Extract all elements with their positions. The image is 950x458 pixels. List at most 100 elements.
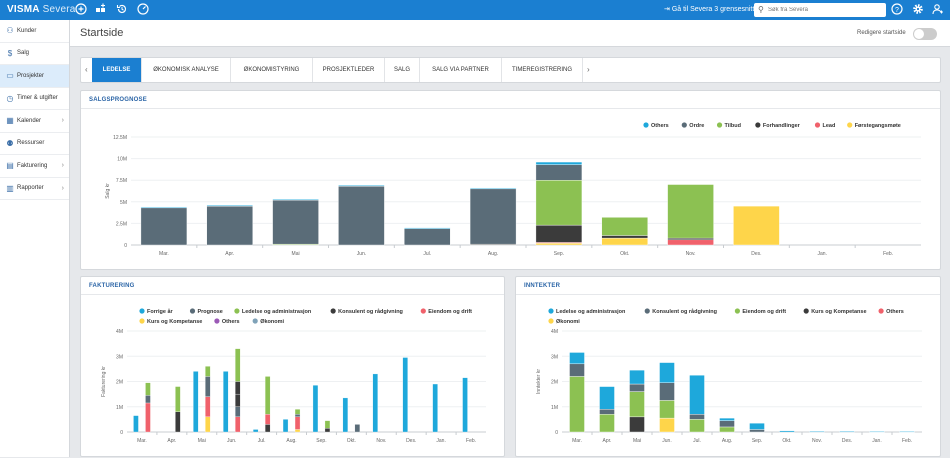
- bar-segment: [659, 382, 675, 401]
- inntekter-chart: 0 1M 2M 3M 4M Mar. Apr. Mai Jun. Jul. Aug. Sep. Okt.…: [536, 308, 922, 444]
- legend-item: Førstegangsmøte: [855, 123, 901, 129]
- plus-icon[interactable]: [75, 3, 89, 17]
- bar-segment: [402, 357, 408, 433]
- bar-segment: [749, 422, 765, 430]
- y-tick-label: 3M: [116, 354, 123, 360]
- x-tick-label: Jan.: [872, 438, 881, 444]
- bar-segment: [749, 429, 765, 433]
- sidebar-item-label: Kunder: [17, 27, 37, 34]
- tab-salg[interactable]: SALG: [385, 58, 420, 82]
- sidebar-item-rapporter[interactable]: ▥ Rapporter ›: [0, 178, 69, 200]
- bar-segment: [469, 188, 517, 245]
- edit-startpage-toggle[interactable]: [913, 28, 937, 40]
- history-icon[interactable]: [116, 3, 130, 17]
- bar-segment: [689, 414, 705, 420]
- tabs-scroll-left-icon[interactable]: ‹: [85, 65, 88, 74]
- bar-segment: [689, 374, 705, 415]
- bar-segment: [569, 363, 585, 377]
- legend-marker: [214, 318, 220, 324]
- y-tick-label: 3M: [551, 354, 558, 360]
- legend-marker: [644, 308, 650, 314]
- y-tick-label: 2M: [116, 380, 123, 386]
- sidebar-item-label: Rapporter: [17, 185, 44, 192]
- inntekter-panel: INNTEKTER 0 1M 2M 3M 4M Mar. Apr. Mai Jun. Jul. Au…: [515, 276, 941, 457]
- bar-segment: [659, 362, 675, 383]
- x-tick-label: Apr.: [603, 438, 612, 444]
- bar-segment: [205, 376, 211, 397]
- x-tick-label: Jul.: [258, 438, 266, 444]
- speedometer-icon[interactable]: [137, 3, 151, 17]
- x-tick-label: Feb.: [466, 438, 476, 444]
- page-title: Startside: [80, 27, 124, 39]
- user-icon[interactable]: [932, 3, 946, 17]
- x-tick-label: Mar.: [572, 438, 582, 444]
- legend-item: Prognose: [198, 309, 223, 315]
- chevron-right-icon: ›: [61, 117, 64, 125]
- y-tick-label: 4M: [116, 329, 123, 335]
- search-input[interactable]: [768, 4, 880, 15]
- goto-severa3-link[interactable]: ⇥ Gå til Severa 3 grensesnitt: [664, 6, 755, 13]
- tabs-scroll-right-icon[interactable]: ›: [587, 65, 590, 74]
- bar-segment: [140, 206, 188, 209]
- sidebar-item-label: Prosjekter: [17, 72, 45, 79]
- x-tick-label: Nov.: [686, 251, 696, 257]
- tab-salg-via-partner[interactable]: SALG VIA PARTNER: [420, 58, 502, 82]
- tab-okonomisk-analyse[interactable]: ØKONOMISK ANALYSE: [142, 58, 231, 82]
- tab-ledelse[interactable]: LEDELSE: [92, 58, 142, 82]
- bar-segment: [193, 371, 199, 433]
- bar-segment: [629, 416, 645, 433]
- sidebar-item-salg[interactable]: $ Salg: [0, 43, 69, 65]
- tab-timeregistrering[interactable]: TIMEREGISTRERING: [502, 58, 583, 82]
- legend-marker: [878, 308, 884, 314]
- legend-item: Ledelse og administrasjon: [242, 309, 312, 315]
- legend-marker: [681, 122, 687, 128]
- sidebar-item-fakturering[interactable]: ▤ Fakturering ›: [0, 155, 69, 178]
- help-icon[interactable]: ?: [891, 3, 905, 17]
- bar-segment: [599, 409, 615, 415]
- y-axis-title: Salg kr: [105, 183, 111, 199]
- bar-segment: [145, 382, 151, 396]
- x-tick-label: Jun.: [227, 438, 236, 444]
- x-tick-label: Jun.: [357, 251, 366, 257]
- bar-segment: [569, 376, 585, 433]
- sidebar-item-kunder[interactable]: ⚇ Kunder: [0, 20, 69, 43]
- bar-segment: [312, 385, 319, 433]
- svg-text:?: ?: [895, 7, 899, 14]
- search-box[interactable]: ⚲: [754, 3, 886, 17]
- x-tick-label: Okt.: [782, 438, 791, 444]
- brand-logo[interactable]: VISMA Severa: [7, 4, 76, 15]
- grid-plus-icon[interactable]: [95, 3, 109, 17]
- x-tick-label: Jul.: [693, 438, 701, 444]
- sidebar-item-kalender[interactable]: ▦ Kalender ›: [0, 110, 69, 133]
- x-tick-label: Jul.: [423, 251, 431, 257]
- legend-item: Eiendom og drift: [742, 309, 786, 315]
- sidebar-item-timer[interactable]: ◷ Timer & utgifter: [0, 88, 69, 110]
- people-icon: ⚉: [6, 138, 14, 148]
- bar-segment: [205, 366, 211, 377]
- tab-prosjektleder[interactable]: PROSJEKTLEDER: [313, 58, 385, 82]
- sidebar-item-ressurser[interactable]: ⚉ Ressurser: [0, 133, 69, 155]
- bar-segment: [133, 415, 139, 433]
- legend-marker: [252, 318, 258, 324]
- dollar-icon: $: [7, 48, 13, 58]
- bar-segment: [206, 205, 253, 246]
- dashboard-tabs: ‹ LEDELSE ØKONOMISK ANALYSE ØKONOMISTYRI…: [80, 57, 941, 83]
- legend-marker: [234, 308, 240, 314]
- bar-segment: [354, 424, 361, 433]
- legend-item: Ledelse og administrasjon: [556, 309, 626, 315]
- legend-marker: [734, 308, 740, 314]
- x-tick-label: Des.: [406, 438, 416, 444]
- bar-segment: [205, 396, 211, 418]
- folder-icon: ▭: [6, 71, 14, 81]
- y-tick-label: 10M: [117, 157, 127, 163]
- bar-segment: [205, 416, 211, 433]
- bar-segment: [175, 411, 181, 433]
- sidebar-item-prosjekter[interactable]: ▭ Prosjekter: [0, 65, 69, 88]
- settings-icon[interactable]: [912, 3, 926, 17]
- x-tick-label: Jun.: [662, 438, 671, 444]
- tab-okonomistyring[interactable]: ØKONOMISTYRING: [231, 58, 313, 82]
- legend-item: Others: [886, 309, 904, 315]
- bar-segment: [689, 419, 705, 433]
- bar-segment: [372, 373, 378, 433]
- x-tick-label: Nov.: [812, 438, 822, 444]
